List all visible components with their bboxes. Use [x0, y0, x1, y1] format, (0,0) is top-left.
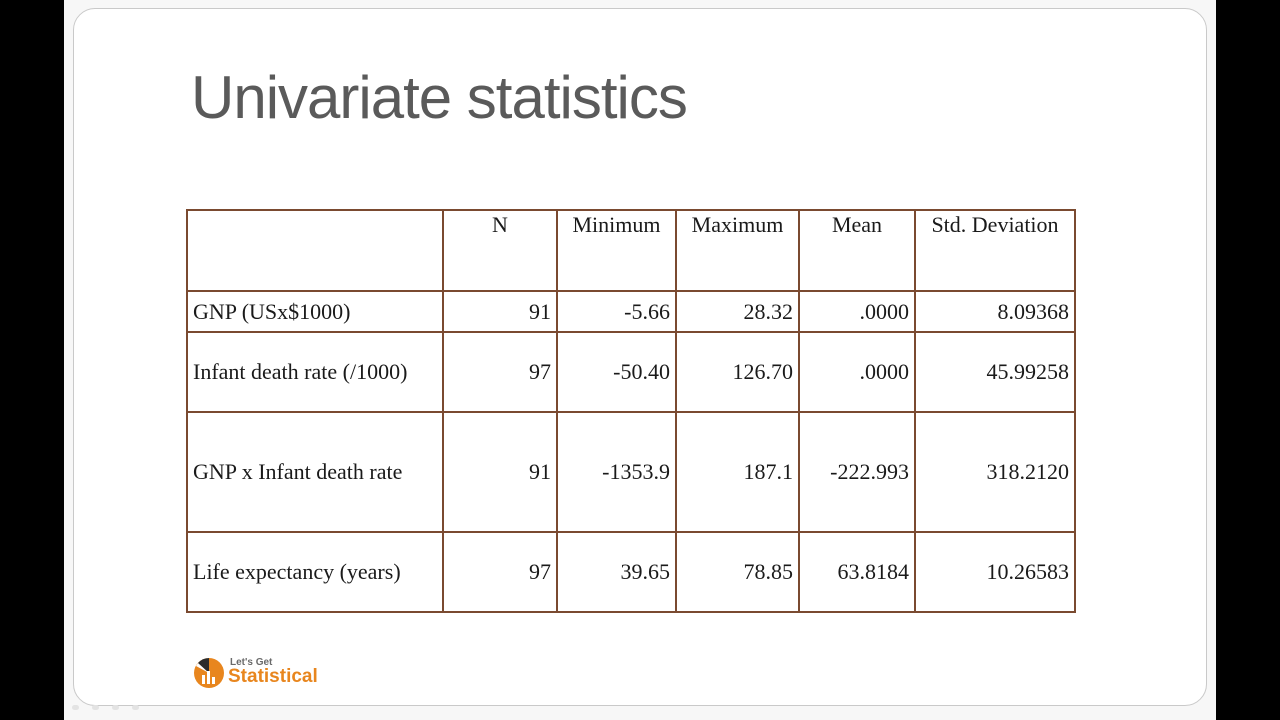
cell-maximum: 187.1 [675, 411, 800, 533]
logo-main-text: Statistical [228, 666, 318, 687]
row-label: GNP (USx$1000) [186, 290, 444, 333]
table-row: Life expectancy (years) 97 39.65 78.85 6… [186, 531, 1076, 613]
header-cell-maximum: Maximum [675, 209, 800, 292]
row-label: GNP x Infant death rate [186, 411, 444, 533]
cell-std-deviation: 45.99258 [914, 331, 1076, 413]
header-cell-minimum: Minimum [556, 209, 677, 292]
pen-icon[interactable] [92, 705, 99, 710]
table-row: Infant death rate (/1000) 97 -50.40 126.… [186, 331, 1076, 413]
cell-std-deviation: 10.26583 [914, 531, 1076, 613]
header-cell-std-deviation: Std. Deviation [914, 209, 1076, 292]
cell-n: 97 [442, 331, 558, 413]
statistics-table: N Minimum Maximum Mean Std. Deviation GN… [186, 209, 1076, 613]
cell-minimum: -1353.9 [556, 411, 677, 533]
table-row: GNP x Infant death rate 91 -1353.9 187.1… [186, 411, 1076, 533]
next-slide-icon[interactable] [132, 705, 139, 710]
slide-controls [72, 702, 152, 714]
cell-std-deviation: 8.09368 [914, 290, 1076, 333]
pie-chart-icon [194, 658, 224, 688]
cell-n: 91 [442, 290, 558, 333]
slide-title: Univariate statistics [191, 64, 688, 131]
cell-maximum: 126.70 [675, 331, 800, 413]
cell-maximum: 78.85 [675, 531, 800, 613]
cell-mean: 63.8184 [798, 531, 916, 613]
cell-minimum: -5.66 [556, 290, 677, 333]
header-cell-n: N [442, 209, 558, 292]
cell-maximum: 28.32 [675, 290, 800, 333]
header-cell-mean: Mean [798, 209, 916, 292]
cell-mean: -222.993 [798, 411, 916, 533]
cell-minimum: -50.40 [556, 331, 677, 413]
cell-mean: .0000 [798, 331, 916, 413]
row-label: Infant death rate (/1000) [186, 331, 444, 413]
logo-top-text: Let's Get [230, 657, 273, 668]
header-cell-empty [186, 209, 444, 292]
brand-logo: Let's Get Statistical [193, 657, 353, 689]
table-row: GNP (USx$1000) 91 -5.66 28.32 .0000 8.09… [186, 290, 1076, 333]
table-header-row: N Minimum Maximum Mean Std. Deviation [186, 209, 1076, 292]
cell-std-deviation: 318.2120 [914, 411, 1076, 533]
cell-minimum: 39.65 [556, 531, 677, 613]
prev-slide-icon[interactable] [72, 705, 79, 710]
row-label: Life expectancy (years) [186, 531, 444, 613]
menu-icon[interactable] [112, 705, 119, 710]
cell-n: 91 [442, 411, 558, 533]
cell-mean: .0000 [798, 290, 916, 333]
cell-n: 97 [442, 531, 558, 613]
